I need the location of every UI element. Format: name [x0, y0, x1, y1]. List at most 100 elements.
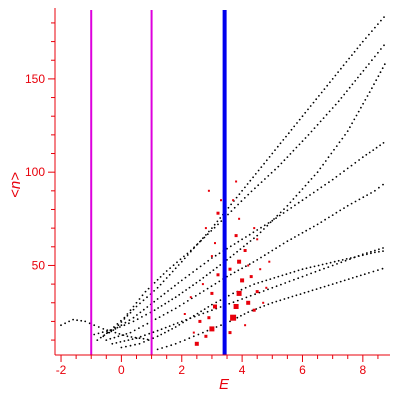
data-point-black-c6	[202, 312, 205, 315]
data-point-black-c5	[178, 305, 181, 307]
data-point-red	[216, 273, 220, 277]
data-point-black-c2	[174, 267, 177, 270]
data-point-black-c1	[232, 253, 235, 256]
data-point-black-c6	[327, 266, 330, 268]
data-point-black-c4	[195, 268, 198, 271]
data-point-black-c7	[156, 335, 159, 338]
data-point-black-c4	[260, 226, 262, 229]
data-point-black-c1	[357, 110, 360, 113]
data-point-black-c4	[203, 262, 206, 265]
x-tick-label: 6	[299, 363, 306, 377]
data-point-black-c7	[261, 280, 264, 283]
data-point-black-c3	[120, 319, 122, 322]
data-point-black-c7	[125, 345, 127, 348]
data-point-black-c6	[131, 338, 134, 340]
data-point-black-c3	[123, 316, 126, 319]
data-point-black-c3	[380, 48, 382, 50]
data-point-black-c7	[374, 251, 376, 254]
data-point-black-c7	[196, 312, 199, 315]
data-point-black-c5	[312, 225, 315, 228]
data-point-black-c4	[139, 311, 142, 314]
data-point-black-c6	[127, 339, 130, 341]
data-point-black-c2	[126, 314, 129, 317]
data-point-black-c8	[335, 282, 338, 284]
data-point-black-c4	[339, 173, 342, 175]
data-point-black-c1	[259, 231, 262, 234]
data-point-black-c1	[181, 291, 184, 294]
data-point-black-c3	[196, 243, 199, 245]
data-point-black-c1	[379, 71, 382, 74]
data-point-black-c4	[218, 252, 221, 255]
data-point-black-c8	[319, 286, 322, 289]
data-point-black-c1	[236, 250, 239, 253]
data-point-black-c3	[368, 63, 370, 65]
data-point-black-c3	[371, 59, 373, 62]
data-point-black-c1	[209, 271, 212, 274]
data-point-black-c1	[242, 245, 245, 248]
data-point-black-c3	[183, 255, 185, 258]
data-point-black-c2	[285, 135, 287, 138]
data-point-black-c4	[199, 265, 202, 268]
data-point-black-c7	[353, 256, 356, 258]
data-point-black-c2	[326, 84, 329, 87]
data-point-black-c1	[279, 211, 282, 214]
data-point-black-c4	[346, 167, 349, 170]
data-point-black-c1	[195, 281, 198, 284]
data-point-black-c3	[374, 55, 376, 58]
data-point-black-c4	[263, 224, 266, 227]
data-point-black-c4	[163, 292, 166, 295]
data-point-black-c8	[263, 305, 266, 307]
data-point-red	[228, 331, 232, 335]
data-point-black-c3	[277, 165, 280, 168]
data-point-black-c7	[349, 257, 352, 259]
data-point-black-c4	[207, 259, 210, 262]
data-point-black-c4	[312, 191, 315, 194]
data-point-black-c4	[368, 151, 371, 154]
data-point-black-c2	[312, 101, 315, 104]
data-point-black-c5	[241, 267, 244, 270]
data-point-black-c1	[313, 174, 316, 177]
data-point-black-c6	[111, 342, 114, 345]
data-point-black-c1	[335, 145, 338, 148]
data-point-black-c3	[337, 100, 340, 103]
data-point-black-c0	[80, 319, 83, 322]
data-point-black-c4	[177, 282, 180, 284]
data-point-black-c7	[289, 272, 292, 274]
data-point-black-c7	[178, 323, 181, 326]
data-point-black-c3	[304, 137, 307, 139]
data-point-black-c6	[249, 294, 252, 297]
data-point-black-c7	[160, 333, 163, 336]
data-point-black-c4	[116, 326, 119, 329]
data-point-black-c5	[331, 214, 334, 217]
data-point-black-c3	[286, 156, 289, 159]
data-point-black-c7	[143, 341, 145, 343]
data-point-black-c4	[174, 284, 176, 287]
data-point-black-c8	[359, 274, 362, 277]
data-point-black-c2	[351, 54, 353, 56]
data-point-black-c2	[156, 286, 159, 289]
data-point-black-c4	[290, 207, 293, 209]
data-point-black-c3	[210, 230, 213, 232]
data-point-black-c7	[293, 270, 296, 273]
data-point-black-c2	[342, 64, 345, 67]
data-point-black-c1	[127, 322, 130, 325]
data-point-black-c1	[123, 324, 126, 327]
data-point-black-c2	[99, 336, 102, 339]
data-point-black-c5	[256, 259, 259, 261]
data-point-black-c8	[229, 320, 231, 323]
x-tick-label: 4	[239, 363, 246, 377]
data-point-black-c2	[331, 78, 334, 80]
data-point-black-c1	[199, 279, 201, 282]
data-point-black-c1	[383, 63, 386, 66]
data-point-black-c6	[366, 252, 368, 254]
data-point-black-c5	[343, 207, 345, 210]
data-point-black-c0	[142, 337, 145, 340]
data-point-black-c1	[219, 264, 222, 266]
data-point-black-c3	[247, 193, 250, 196]
data-point-black-c2	[282, 139, 285, 141]
data-point-black-c6	[115, 342, 118, 344]
data-point-black-c2	[205, 234, 207, 236]
data-point-black-c1	[202, 276, 205, 279]
data-point-black-c5	[282, 242, 285, 245]
